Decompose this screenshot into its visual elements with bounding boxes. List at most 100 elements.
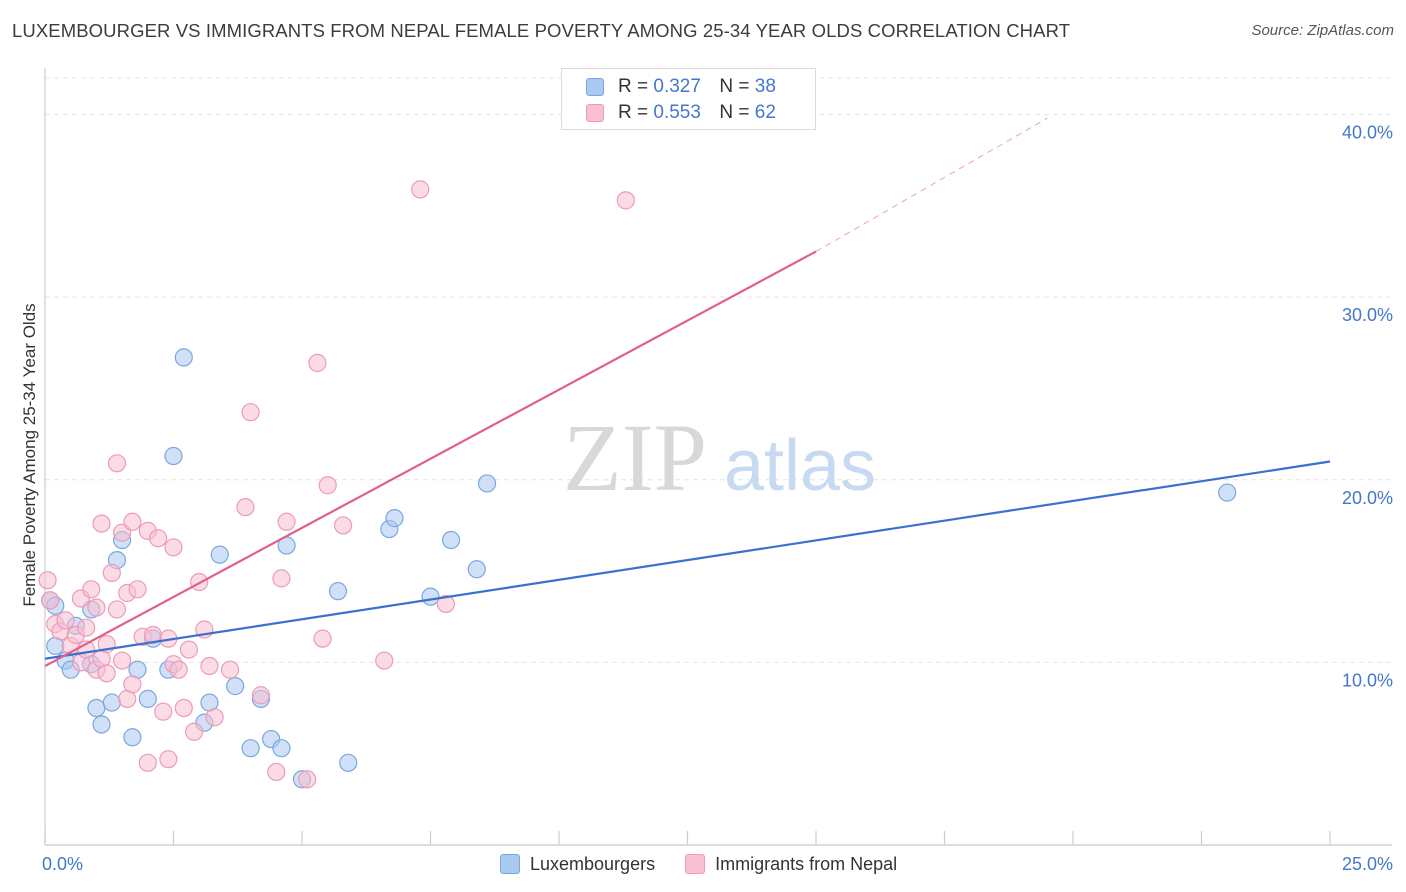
point-luxembourgers bbox=[1218, 483, 1237, 502]
point-nepal bbox=[313, 629, 332, 648]
y-tick-label: 10.0% bbox=[1342, 670, 1393, 690]
point-luxembourgers bbox=[441, 530, 461, 550]
point-nepal bbox=[128, 580, 147, 599]
point-nepal bbox=[56, 611, 75, 630]
legend-row-luxembourgers: R = 0.327 N = 38 bbox=[586, 74, 776, 100]
point-luxembourgers bbox=[272, 739, 291, 758]
point-luxembourgers bbox=[241, 739, 260, 758]
legend-swatch-nepal bbox=[685, 854, 706, 874]
watermark: ZIP atlas bbox=[563, 404, 876, 511]
point-nepal bbox=[436, 594, 456, 614]
watermark-zip: ZIP bbox=[563, 404, 707, 511]
point-nepal bbox=[205, 708, 224, 727]
legend-r-value: 0.553 bbox=[653, 102, 701, 123]
point-nepal bbox=[159, 750, 178, 769]
point-nepal bbox=[184, 722, 204, 741]
watermark-atlas: atlas bbox=[724, 426, 876, 506]
legend-r-value: 0.327 bbox=[653, 76, 701, 97]
legend-n-label: N = bbox=[719, 102, 750, 123]
legend-n-value: 62 bbox=[754, 102, 776, 123]
trendline-luxembourgers bbox=[44, 460, 1331, 660]
point-luxembourgers bbox=[87, 698, 106, 718]
point-luxembourgers bbox=[92, 715, 111, 734]
point-nepal bbox=[87, 598, 106, 617]
point-luxembourgers bbox=[210, 545, 229, 564]
point-nepal bbox=[308, 353, 327, 372]
point-nepal bbox=[411, 180, 430, 199]
series-nepal-points bbox=[38, 180, 635, 789]
point-luxembourgers bbox=[328, 582, 348, 601]
legend-item-nepal[interactable]: Immigrants from Nepal bbox=[685, 854, 897, 875]
y-tick-label: 30.0% bbox=[1342, 305, 1393, 325]
legend-n-label: N = bbox=[719, 76, 750, 97]
correlation-legend: R = 0.327 N = 38 R = 0.553 N = 62 bbox=[561, 68, 816, 130]
tick-label-layer: 10.0% 20.0% 30.0% 40.0% 0.0% 25.0% bbox=[42, 123, 1393, 874]
point-nepal bbox=[112, 651, 132, 670]
legend-r-label: R = bbox=[618, 76, 649, 97]
legend-label-nepal: Immigrants from Nepal bbox=[715, 853, 898, 874]
point-nepal bbox=[272, 569, 291, 588]
point-nepal bbox=[123, 512, 142, 531]
chart-title: LUXEMBOURGER VS IMMIGRANTS FROM NEPAL FE… bbox=[12, 20, 1071, 41]
point-luxembourgers bbox=[385, 509, 404, 528]
point-luxembourgers bbox=[339, 753, 358, 772]
legend-row-nepal: R = 0.553 N = 62 bbox=[586, 100, 776, 126]
x-tick-label-max: 25.0% bbox=[1342, 854, 1393, 874]
source-label: Source: ZipAtlas.com bbox=[1251, 22, 1394, 39]
point-nepal bbox=[375, 651, 394, 670]
point-nepal bbox=[277, 512, 296, 531]
legend-n-value: 38 bbox=[754, 76, 776, 97]
trendline-nepal bbox=[44, 250, 817, 668]
series-legend: Luxembourgers Immigrants from Nepal bbox=[500, 851, 927, 877]
point-luxembourgers bbox=[421, 587, 440, 606]
trendline-nepal-extension bbox=[815, 117, 1048, 252]
point-nepal bbox=[616, 191, 635, 210]
point-nepal bbox=[174, 698, 193, 718]
y-axis-label: Female Poverty Among 25-34 Year Olds bbox=[20, 303, 39, 607]
point-nepal bbox=[123, 675, 142, 694]
point-nepal bbox=[267, 762, 286, 782]
point-nepal bbox=[334, 516, 353, 535]
point-nepal bbox=[318, 476, 337, 495]
point-nepal bbox=[107, 600, 127, 619]
legend-swatch-nepal bbox=[586, 104, 604, 122]
legend-label-luxembourgers: Luxembourgers bbox=[530, 853, 656, 874]
point-nepal bbox=[102, 563, 121, 582]
legend-swatch-luxembourgers bbox=[500, 854, 520, 874]
legend-item-luxembourgers[interactable]: Luxembourgers bbox=[500, 854, 655, 875]
legend-swatch-luxembourgers bbox=[586, 78, 604, 96]
point-nepal bbox=[236, 498, 255, 517]
point-nepal bbox=[97, 664, 116, 683]
point-nepal bbox=[77, 618, 96, 637]
point-nepal bbox=[92, 514, 111, 533]
point-nepal bbox=[241, 403, 260, 422]
y-tick-label: 40.0% bbox=[1342, 123, 1393, 143]
grid-layer bbox=[45, 77, 1392, 663]
point-nepal bbox=[107, 454, 127, 473]
point-luxembourgers bbox=[226, 677, 245, 696]
point-nepal bbox=[38, 571, 57, 590]
trend-layer bbox=[44, 117, 1331, 668]
point-nepal bbox=[138, 753, 157, 772]
point-nepal bbox=[169, 660, 188, 679]
point-luxembourgers bbox=[164, 446, 183, 466]
point-nepal bbox=[220, 660, 240, 679]
point-nepal bbox=[154, 702, 173, 721]
point-nepal bbox=[82, 580, 101, 599]
point-luxembourgers bbox=[174, 348, 193, 367]
y-tick-label: 20.0% bbox=[1342, 488, 1393, 508]
point-luxembourgers bbox=[102, 693, 121, 712]
point-nepal bbox=[148, 529, 168, 548]
point-nepal bbox=[179, 640, 199, 659]
point-luxembourgers bbox=[477, 474, 497, 493]
x-tick-label-min: 0.0% bbox=[42, 854, 83, 874]
point-nepal bbox=[251, 686, 270, 705]
point-nepal bbox=[41, 591, 60, 610]
point-nepal bbox=[298, 770, 317, 789]
point-luxembourgers bbox=[467, 560, 486, 579]
point-luxembourgers bbox=[138, 689, 157, 709]
axis-layer bbox=[44, 68, 1392, 846]
point-nepal bbox=[200, 656, 219, 676]
point-nepal bbox=[164, 538, 183, 557]
